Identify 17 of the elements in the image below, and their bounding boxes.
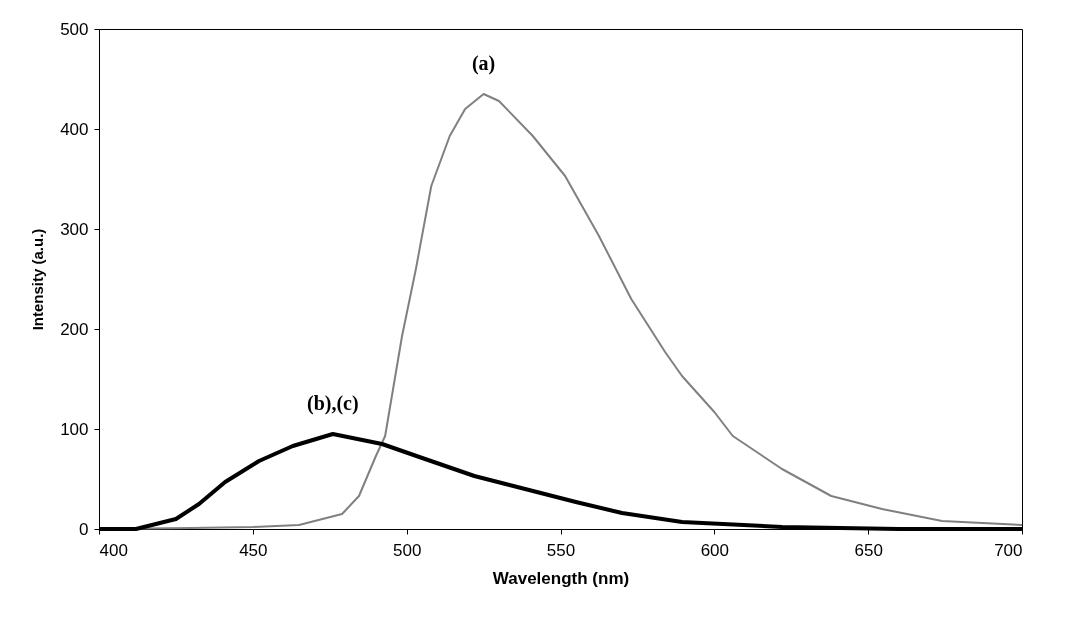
x-tick-label: 400	[99, 540, 128, 560]
y-tick-label: 100	[60, 419, 89, 439]
y-axis-title: Intensity (a.u.)	[29, 228, 47, 331]
x-axis-title: Wavelength (nm)	[492, 568, 630, 588]
y-tick-label: 0	[79, 519, 89, 539]
series-label: (a)	[471, 52, 496, 75]
x-tick-label: 550	[546, 540, 576, 560]
y-tick-label: 400	[60, 119, 89, 139]
x-tick-label: 450	[239, 540, 268, 560]
y-tick-label: 200	[60, 319, 89, 339]
y-tick-label: 300	[60, 219, 89, 239]
x-tick-label: 600	[700, 540, 730, 560]
series-label: (b),(c)	[307, 392, 359, 415]
x-tick-label: 650	[854, 540, 883, 560]
x-tick-label: 500	[392, 540, 422, 560]
x-tick-label: 700	[994, 540, 1023, 560]
y-tick-label: 500	[60, 19, 89, 39]
